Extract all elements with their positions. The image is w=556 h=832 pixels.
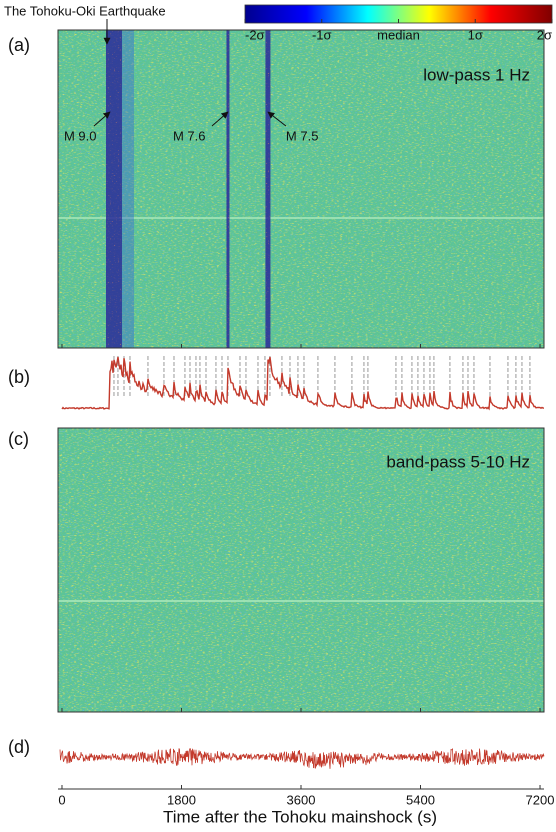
band [265, 30, 271, 348]
x-tick-label: 1800 [167, 792, 196, 807]
heatmap-a [57, 29, 545, 349]
panel-label: (b) [8, 367, 30, 387]
colorbar-tick-label: -2σ [245, 27, 265, 42]
annotation: M 7.5 [286, 128, 319, 143]
band [121, 30, 134, 348]
colorbar-tick-label: median [377, 27, 420, 42]
panel-title: band-pass 5-10 Hz [386, 452, 530, 471]
trace [59, 747, 545, 769]
annotation: M 7.6 [173, 128, 206, 143]
x-axis-label: Time after the Tohoku mainshock (s) [163, 807, 437, 826]
x-tick-label: 3600 [287, 792, 316, 807]
panel-label: (d) [8, 737, 30, 757]
band [106, 30, 121, 348]
band [226, 30, 230, 348]
arrow [211, 111, 229, 127]
annotation: M 9.0 [64, 128, 97, 143]
colorbar-tick-label: 1σ [468, 27, 483, 42]
arrow [93, 111, 111, 127]
panel-title: low-pass 1 Hz [423, 65, 530, 84]
x-tick-label: 5400 [406, 792, 435, 807]
x-tick-label: 7200 [526, 792, 555, 807]
colorbar-tick-label: 2σ [537, 27, 552, 42]
heatmap-c [57, 427, 545, 713]
x-tick-label: 0 [58, 792, 65, 807]
annotation: The Tohoku-Oki Earthquake [4, 3, 166, 18]
trace [61, 356, 544, 411]
panel-label: (c) [8, 429, 29, 449]
colorbar-tick-label: -1σ [312, 27, 332, 42]
panel-label: (a) [8, 35, 30, 55]
arrow [267, 111, 287, 127]
